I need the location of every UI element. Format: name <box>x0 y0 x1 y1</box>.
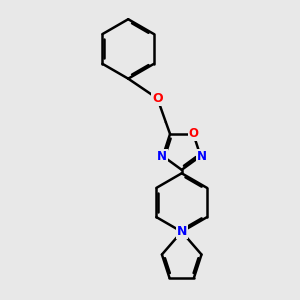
Text: N: N <box>176 225 187 238</box>
Text: N: N <box>157 150 167 163</box>
Text: O: O <box>152 92 163 105</box>
Text: N: N <box>196 150 206 163</box>
Text: O: O <box>188 128 198 140</box>
